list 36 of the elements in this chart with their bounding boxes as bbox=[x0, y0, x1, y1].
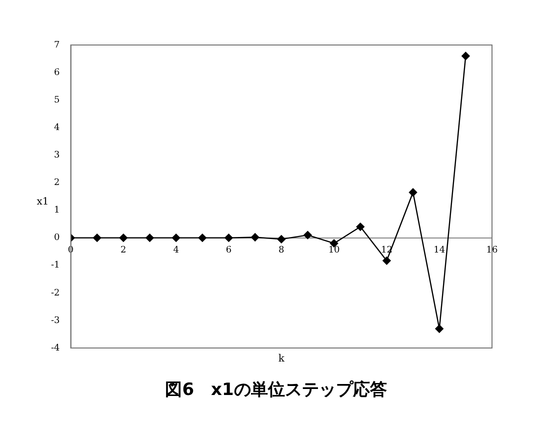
point bbox=[435, 324, 444, 333]
y-tick-label: -3 bbox=[50, 316, 60, 326]
x-axis-title: k bbox=[278, 354, 286, 365]
point bbox=[277, 235, 286, 244]
x-tick-label: 8 bbox=[278, 246, 285, 256]
text: 図6 x1の単位ステップ応答 bbox=[164, 379, 388, 401]
y-axis-title: x1 bbox=[36, 196, 49, 208]
point bbox=[356, 222, 364, 231]
x-tick-label: 2 bbox=[120, 246, 126, 256]
y-tick-label: 7 bbox=[54, 40, 60, 50]
point bbox=[92, 234, 102, 242]
y-tick-label: 3 bbox=[54, 150, 60, 161]
y-tick-label: 0 bbox=[54, 233, 60, 244]
y-tick-label: -4 bbox=[50, 343, 60, 354]
point bbox=[224, 234, 233, 242]
x-tick-label: 14 bbox=[434, 246, 446, 256]
x-tick-label: 4 bbox=[173, 246, 180, 256]
y-tick-label: 1 bbox=[54, 206, 60, 216]
y-tick-label: 2 bbox=[54, 178, 60, 188]
y-tick-label: -2 bbox=[50, 288, 60, 298]
y-tick-label: -1 bbox=[50, 260, 60, 271]
point bbox=[250, 233, 260, 242]
point bbox=[304, 230, 312, 240]
point bbox=[408, 188, 418, 196]
point bbox=[382, 256, 391, 265]
point bbox=[198, 234, 207, 242]
point bbox=[119, 234, 128, 242]
point bbox=[146, 234, 154, 242]
x-tick-label: 16 bbox=[486, 246, 498, 256]
y-tick-label: 5 bbox=[54, 95, 60, 106]
y-tick-label: 6 bbox=[54, 68, 60, 78]
point bbox=[462, 52, 470, 60]
point bbox=[172, 234, 180, 242]
x-tick-label: 10 bbox=[328, 246, 340, 256]
y-tick-label: 4 bbox=[54, 122, 60, 133]
x-tick-label: 6 bbox=[226, 246, 232, 256]
